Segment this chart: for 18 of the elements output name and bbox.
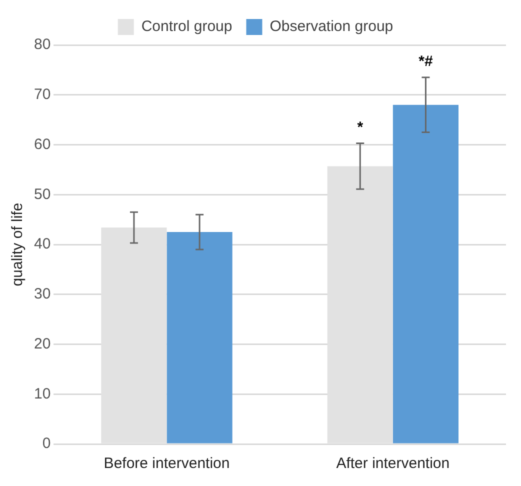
y-axis-title: quality of life	[9, 202, 26, 286]
y-tick-label: 50	[34, 186, 51, 203]
x-tick-label: Before intervention	[104, 455, 230, 472]
y-tick-label: 20	[34, 335, 51, 352]
y-tick-label: 70	[34, 86, 51, 104]
y-tick-label: 60	[34, 136, 51, 153]
y-tick-label: 80	[34, 36, 51, 54]
annotation: *#	[418, 53, 434, 70]
y-tick-label: 40	[34, 236, 51, 253]
legend-label: Observation group	[270, 18, 394, 36]
bar	[392, 104, 459, 444]
bar	[166, 232, 232, 444]
y-tick-label: 0	[42, 435, 51, 452]
annotation: *	[357, 118, 364, 136]
legend-label: Control group	[141, 18, 232, 36]
y-tick-label: 10	[34, 385, 51, 402]
x-tick-label: After intervention	[336, 455, 450, 472]
y-tick-label: 30	[34, 286, 51, 303]
